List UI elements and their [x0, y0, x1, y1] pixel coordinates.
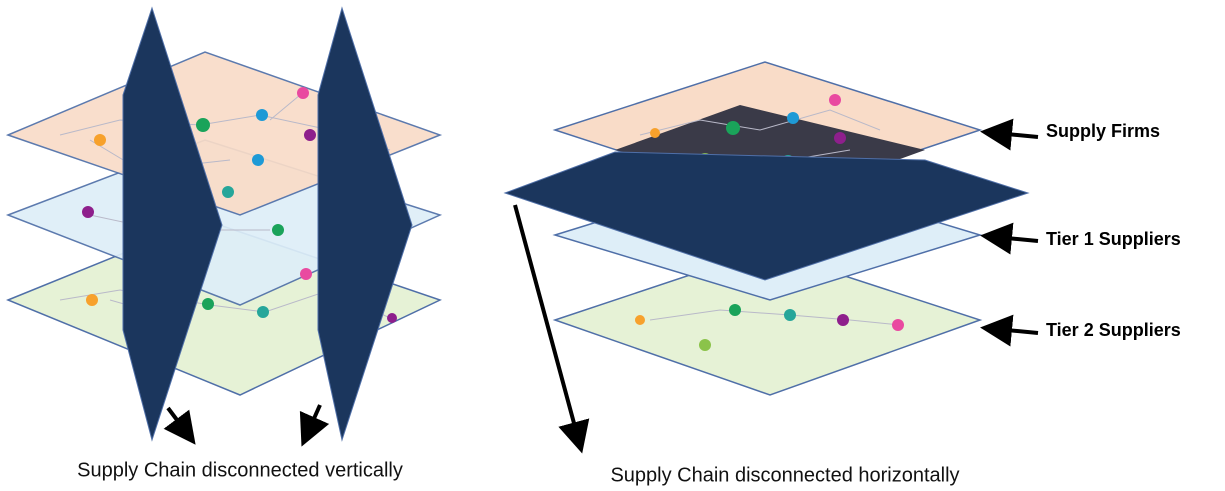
node — [829, 94, 841, 106]
node — [650, 128, 660, 138]
node — [726, 121, 740, 135]
node — [787, 112, 799, 124]
label-arrow — [980, 314, 1039, 347]
node — [196, 118, 210, 132]
node — [387, 313, 397, 323]
node — [252, 154, 264, 166]
horizontal-cut-plane — [503, 151, 1030, 281]
layer-label: Supply Firms — [1046, 121, 1160, 141]
node — [297, 87, 309, 99]
node — [892, 319, 904, 331]
node — [82, 206, 94, 218]
vertical-cut-plane — [317, 6, 413, 442]
arrow — [513, 204, 590, 454]
node — [699, 339, 711, 351]
arrow — [299, 404, 330, 447]
caption: Supply Chain disconnected horizontally — [610, 464, 959, 486]
left-network — [59, 87, 397, 323]
label-arrow — [980, 118, 1039, 151]
caption: Supply Chain disconnected vertically — [77, 459, 403, 481]
node — [300, 268, 312, 280]
arrow — [163, 406, 196, 445]
node — [94, 134, 106, 146]
label-arrow — [980, 222, 1039, 255]
node — [222, 186, 234, 198]
node — [257, 306, 269, 318]
node — [202, 298, 214, 310]
node — [256, 109, 268, 121]
node — [635, 315, 645, 325]
node — [304, 129, 316, 141]
layer-label: Tier 1 Suppliers — [1046, 229, 1181, 249]
node — [834, 132, 846, 144]
node — [272, 224, 284, 236]
vertical-cut-plane — [122, 6, 223, 442]
node — [784, 309, 796, 321]
node — [729, 304, 741, 316]
layer-label: Tier 2 Suppliers — [1046, 320, 1181, 340]
node — [86, 294, 98, 306]
node — [837, 314, 849, 326]
